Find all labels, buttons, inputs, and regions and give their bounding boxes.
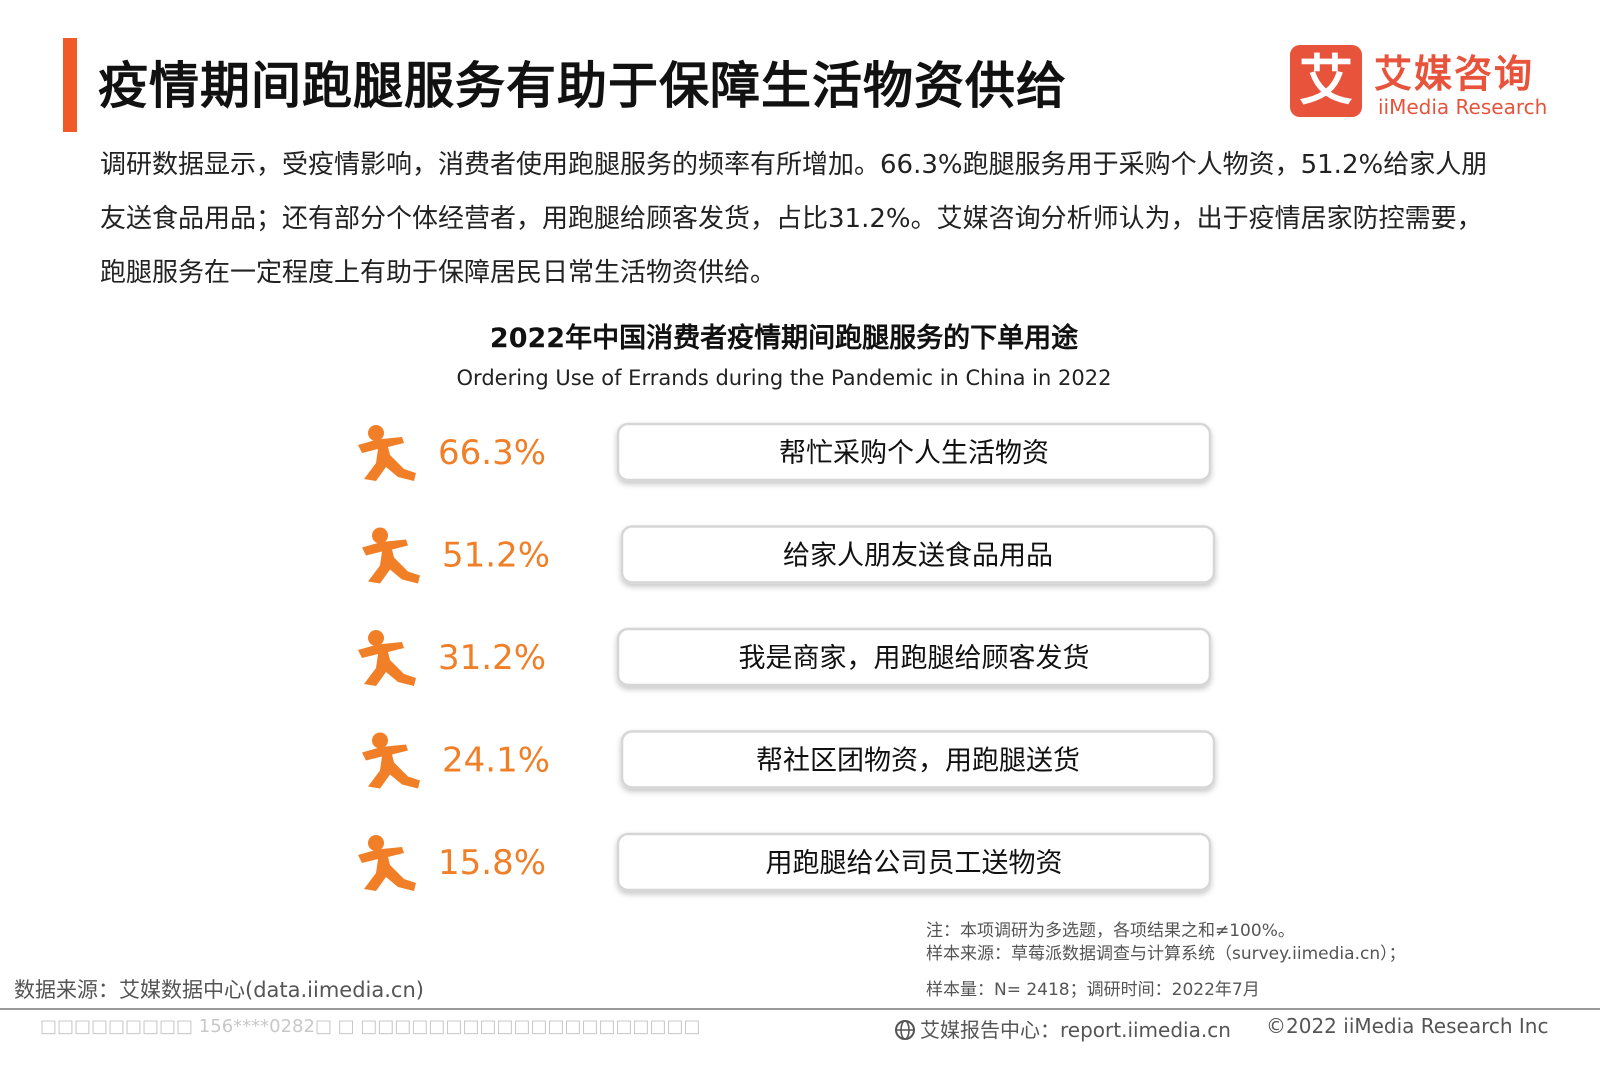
- category-box: [620, 730, 1216, 789]
- category-label: 帮社区团物资，用跑腿送货: [756, 746, 1080, 777]
- running-person-icon: [362, 527, 420, 584]
- data-source: 数据来源：艾媒数据中心(data.iimedia.cn): [14, 978, 424, 1002]
- copyright: ©2022 iiMedia Research Inc: [1266, 1014, 1549, 1038]
- value-label: 24.1%: [442, 741, 550, 781]
- report-center-text: 艾媒报告中心：report.iimedia.cn: [920, 1018, 1231, 1042]
- category-label: 用跑腿给公司员工送物资: [766, 848, 1063, 879]
- logo-en-text: iiMedia Research: [1378, 95, 1548, 119]
- category-box: [616, 627, 1212, 687]
- category-label: 我是商家，用跑腿给顾客发货: [739, 643, 1090, 674]
- note-sample-source: 样本来源：草莓派数据调查与计算系统（survey.iimedia.cn）；: [926, 944, 1406, 964]
- value-label: 31.2%: [438, 638, 546, 678]
- value-label: 66.3%: [438, 433, 546, 473]
- value-label: 51.2%: [442, 536, 550, 576]
- category-box: [616, 832, 1212, 892]
- usage-row: 66.3% 帮忙采购个人生活物资: [358, 422, 1212, 482]
- usage-row: 31.2% 我是商家，用跑腿给顾客发货: [358, 627, 1212, 687]
- iimedia-logo: 艾 艾媒咨询 iiMedia Research: [1290, 45, 1550, 125]
- category-box: [616, 422, 1212, 482]
- category-box: [620, 525, 1216, 584]
- usage-row: 24.1% 帮社区团物资，用跑腿送货: [362, 730, 1216, 789]
- footer-divider: [0, 1008, 1600, 1010]
- value-label: 15.8%: [438, 843, 546, 883]
- chart-subtitle: Ordering Use of Errands during the Pande…: [456, 366, 1112, 390]
- chart-notes: 注：本项调研为多选题，各项结果之和≠100%。 样本来源：草莓派数据调查与计算系…: [926, 920, 1406, 966]
- note-multiple-choice: 注：本项调研为多选题，各项结果之和≠100%。: [926, 921, 1295, 941]
- report-center: 艾媒报告中心：report.iimedia.cn: [894, 1014, 1231, 1043]
- category-label: 给家人朋友送食品用品: [783, 541, 1053, 572]
- category-label: 帮忙采购个人生活物资: [779, 438, 1049, 469]
- intro-paragraph: 调研数据显示，受疫情影响，消费者使用跑腿服务的频率有所增加。66.3%跑腿服务用…: [100, 150, 1488, 288]
- usage-row: 15.8% 用跑腿给公司员工送物资: [358, 832, 1212, 892]
- logo-mark: 艾: [1290, 45, 1362, 117]
- page-title: 疫情期间跑腿服务有助于保障生活物资供给: [98, 57, 1067, 115]
- chart-title: 2022年中国消费者疫情期间跑腿服务的下单用途: [489, 323, 1079, 354]
- usage-row: 51.2% 给家人朋友送食品用品: [362, 525, 1216, 584]
- running-person-icon: [358, 630, 416, 686]
- watermark-text: □□□□□□□□□ 156****0282□ □ □□□□□□□□□□□□□□□…: [40, 1016, 701, 1037]
- title-accent-bar: [63, 38, 77, 132]
- running-person-icon: [358, 835, 416, 891]
- running-person-icon: [362, 732, 420, 789]
- running-person-icon: [358, 425, 416, 481]
- globe-icon: [895, 1020, 915, 1040]
- note-sample-size: 样本量：N= 2418；调研时间：2022年7月: [926, 980, 1260, 1000]
- logo-cn-text: 艾媒咨询: [1374, 52, 1535, 96]
